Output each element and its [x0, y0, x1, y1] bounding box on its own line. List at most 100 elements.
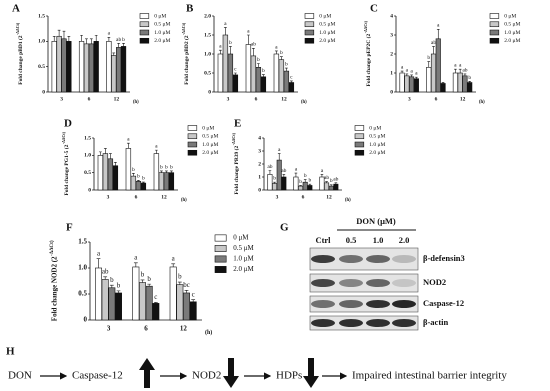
- y-tick-label: 3: [258, 148, 261, 154]
- x-unit: (h): [345, 198, 351, 203]
- significance-letter: a: [401, 65, 404, 71]
- y-axis-title: Fold change PG1-5 (2: [63, 144, 70, 195]
- error-bar: [80, 34, 83, 42]
- lane-label: 1.0: [373, 235, 384, 245]
- error-bar: [141, 181, 145, 184]
- legend-swatch: [214, 245, 227, 252]
- lane-label: 2.0: [399, 235, 410, 245]
- western-blot: G DON (μM) Ctrl 0.5 1.0 2.0 β-defensin3 NOD2 C…: [280, 216, 465, 331]
- blot-strip: [309, 295, 419, 313]
- bar: [169, 266, 177, 321]
- bar: [102, 153, 109, 191]
- significance-letter: c: [192, 290, 195, 298]
- up-arrow: [139, 358, 155, 388]
- significance-letter: b: [165, 164, 168, 170]
- error-bar: [441, 82, 445, 84]
- error-bar: [131, 173, 135, 177]
- error-bar: [233, 72, 237, 75]
- error-bar: [136, 179, 140, 182]
- legend-swatch: [304, 37, 315, 44]
- error-bar: [109, 284, 114, 288]
- legend-label: 1.0 μM: [233, 255, 254, 263]
- error-bar: [468, 81, 472, 83]
- y-tick-label: 1.0: [38, 39, 45, 45]
- error-bar: [177, 281, 182, 285]
- bar: [467, 82, 473, 93]
- significance-letter: b: [137, 174, 140, 180]
- significance-letter: b: [273, 176, 276, 182]
- protein-label: β-defensin3: [423, 253, 465, 263]
- x-tick-label: 6: [135, 194, 138, 200]
- legend-swatch: [187, 133, 198, 140]
- legend-swatch: [489, 21, 500, 28]
- legend-label: 0.5 μM: [233, 244, 254, 252]
- significance-letter: a: [97, 249, 101, 257]
- bar: [183, 292, 190, 321]
- legend-label: 0 μM: [154, 13, 166, 19]
- legend-label: 0.5 μM: [202, 134, 218, 140]
- blot-band: [366, 319, 390, 327]
- legend-label: 2.0 μM: [504, 38, 520, 44]
- bar: [227, 53, 234, 93]
- legend-label: 2.0 μM: [154, 38, 170, 44]
- error-bar: [147, 283, 152, 287]
- x-tick-label: 3: [276, 194, 279, 200]
- y-tick-label: 1: [390, 70, 393, 76]
- panel-label: H: [6, 346, 15, 358]
- error-bar: [67, 35, 71, 42]
- error-bar: [454, 68, 457, 73]
- error-bar: [103, 276, 108, 280]
- bar: [107, 158, 114, 191]
- x-tick-label: 3: [408, 96, 411, 102]
- error-bar: [103, 148, 107, 154]
- panel-label: B: [186, 3, 194, 15]
- error-bar: [153, 302, 158, 304]
- x-tick-label: 12: [161, 194, 167, 200]
- error-bar: [325, 181, 328, 183]
- bar: [232, 74, 239, 93]
- x-tick-label: 6: [88, 96, 91, 102]
- y-tick-label: 1.0: [78, 264, 87, 272]
- significance-letter: a: [454, 63, 457, 69]
- panel-label: D: [64, 118, 72, 130]
- error-bar: [294, 172, 298, 177]
- legend-label: 1.0 μM: [369, 142, 385, 148]
- significance-letter: a: [224, 21, 227, 27]
- legend-label: 0.5 μM: [319, 22, 335, 28]
- y-tick-label: 2: [390, 51, 393, 57]
- significance-letter: b: [262, 68, 265, 74]
- legend-label: 2.0 μM: [369, 150, 385, 156]
- down-arrow: [303, 358, 319, 388]
- legend-swatch: [187, 149, 198, 156]
- legend-swatch: [489, 13, 500, 19]
- bar: [145, 285, 153, 321]
- bar: [88, 43, 94, 93]
- error-bar: [112, 52, 116, 56]
- x-tick-label: 12: [114, 96, 120, 102]
- bar: [112, 165, 119, 191]
- bar: [130, 175, 137, 191]
- significance-letter: c: [154, 293, 157, 301]
- legend-label: 2.0 μM: [202, 150, 218, 156]
- bar: [281, 176, 287, 191]
- x-unit: (h): [181, 198, 187, 203]
- bar: [95, 267, 102, 321]
- bar: [163, 172, 170, 191]
- y-tick-label: 0: [84, 316, 88, 324]
- significance-letter: b: [142, 175, 145, 181]
- bar: [120, 46, 127, 93]
- bar: [78, 41, 85, 93]
- error-bar: [405, 73, 409, 76]
- significance-letter: b: [229, 40, 232, 46]
- pathway-node: Caspase-12: [72, 370, 123, 382]
- error-bar: [126, 142, 130, 149]
- error-bar: [96, 258, 101, 268]
- y-axis-exponent: -ΔΔCt): [363, 20, 368, 33]
- legend-swatch: [187, 125, 198, 131]
- error-bar: [184, 290, 189, 293]
- legend-swatch: [214, 234, 227, 242]
- significance-letter: b: [122, 37, 125, 43]
- error-bar: [415, 76, 418, 79]
- pathway: H DON Caspase-12 NOD2 HDPs Impaired inte…: [6, 346, 507, 388]
